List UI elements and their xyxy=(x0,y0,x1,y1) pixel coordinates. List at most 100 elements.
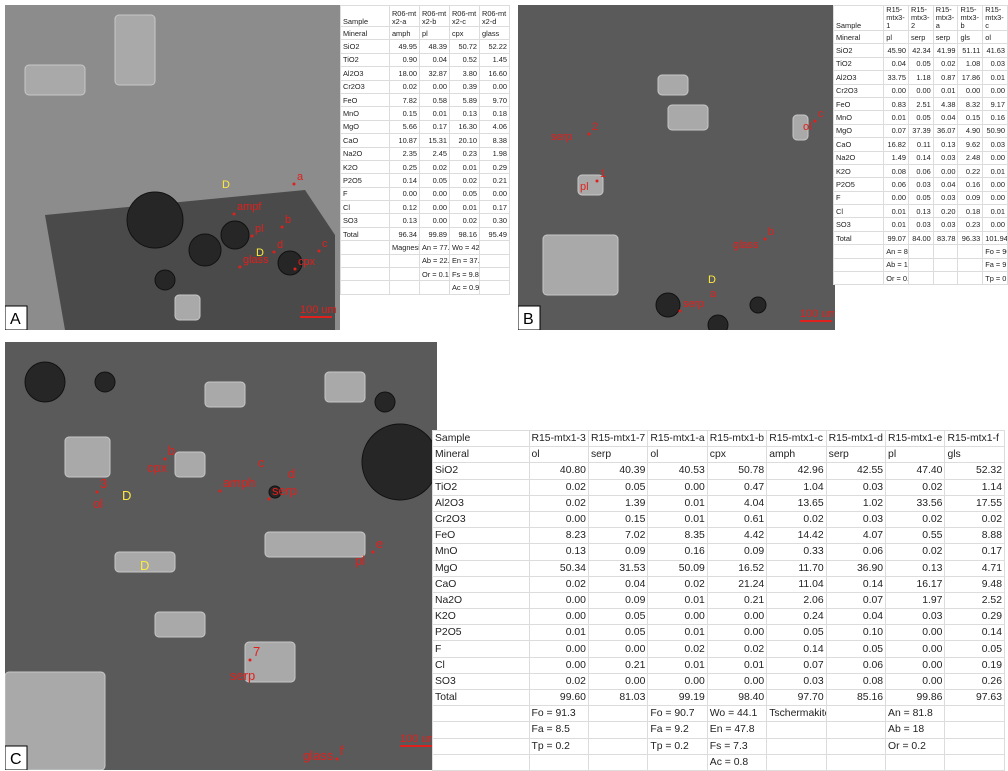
table-cell: 0.01 xyxy=(419,107,449,120)
panel-letter: C xyxy=(10,751,22,768)
table-cell: CaO xyxy=(433,576,530,592)
table-cell: 99.89 xyxy=(419,227,449,240)
table-cell: 0.18 xyxy=(958,205,983,218)
table-cell: 0.00 xyxy=(884,191,909,204)
table-cell: SiO2 xyxy=(433,463,530,479)
table-cell: 0.01 xyxy=(884,111,909,124)
table-cell: Mineral xyxy=(341,27,390,40)
table-cell: 0.22 xyxy=(958,164,983,177)
table-row: Total99.6081.0399.1998.4097.7085.1699.86… xyxy=(433,690,1005,706)
image-label: serp xyxy=(683,298,704,310)
table-cell: 0.02 xyxy=(648,576,707,592)
table-cell: 7.82 xyxy=(389,93,419,106)
data-table: SampleR06-mtx2-aR06-mtx2-bR06-mtx2-cR06-… xyxy=(340,5,510,295)
table-cell: Total xyxy=(433,690,530,706)
table-cell xyxy=(933,272,958,285)
table-cell: 17.86 xyxy=(958,71,983,84)
table-cell: 0.00 xyxy=(884,84,909,97)
spot-marker xyxy=(596,180,599,183)
spot-marker xyxy=(233,213,236,216)
table-cell: SO3 xyxy=(834,218,884,231)
table-cell: 16.30 xyxy=(449,120,479,133)
table-row: F0.000.000.050.00 xyxy=(341,187,510,200)
table-cell: SiO2 xyxy=(341,40,390,53)
table-cell: 0.07 xyxy=(884,124,909,137)
table-row: Cr2O30.000.150.010.610.020.030.020.02 xyxy=(433,511,1005,527)
table-cell: cpx xyxy=(449,27,479,40)
table-cell xyxy=(933,258,958,271)
table-cell: 0.13 xyxy=(529,544,588,560)
table-row: Na2O2.352.450.231.98 xyxy=(341,147,510,160)
table-cell xyxy=(958,272,983,285)
table-cell: 0.00 xyxy=(479,80,509,93)
table-cell xyxy=(389,268,419,281)
vesicle xyxy=(189,234,221,266)
crystal xyxy=(543,235,618,295)
table-cell: 0.14 xyxy=(908,151,933,164)
table-cell xyxy=(389,281,419,294)
table-cell: 8.35 xyxy=(648,528,707,544)
sem-image: cpxbol3DamphcserpdDpleserp7glassf100 umC xyxy=(5,342,437,770)
table-cell xyxy=(945,706,1005,722)
table-cell: An = 85.7 xyxy=(884,245,909,258)
spot-marker xyxy=(96,491,99,494)
image-label: d xyxy=(288,466,295,481)
table-cell: 0.05 xyxy=(588,479,647,495)
table-cell: An = 81.8 xyxy=(886,706,945,722)
image-label: c xyxy=(818,108,824,120)
table-cell: R06-mtx2-b xyxy=(419,6,449,27)
table-row: K2O0.080.060.000.220.01 xyxy=(834,164,1008,177)
table-cell: 0.09 xyxy=(588,544,647,560)
table-cell: Cl xyxy=(834,205,884,218)
table-cell: 18.00 xyxy=(389,67,419,80)
table-cell: 0.00 xyxy=(908,84,933,97)
table-cell: 9.48 xyxy=(945,576,1005,592)
table-cell: gls xyxy=(945,447,1005,463)
table-cell: CaO xyxy=(834,138,884,151)
table-cell: 0.02 xyxy=(648,641,707,657)
table-cell: 2.52 xyxy=(945,592,1005,608)
table-cell: Fo = 90.7 xyxy=(648,706,707,722)
table-row: K2O0.250.020.010.29 xyxy=(341,160,510,173)
table-cell: 41.63 xyxy=(983,44,1008,57)
table-cell: 0.23 xyxy=(958,218,983,231)
table-cell: pl xyxy=(419,27,449,40)
table-cell: Fa = 8.5 xyxy=(529,722,588,738)
table-cell: 0.33 xyxy=(767,544,826,560)
table-cell: 0.24 xyxy=(767,609,826,625)
table-cell: 52.22 xyxy=(479,40,509,53)
table-cell: 0.02 xyxy=(449,174,479,187)
table-row: Ab = 13.8Fa = 9.1 xyxy=(834,258,1008,271)
table-cell xyxy=(767,754,826,770)
table-cell: Cr2O3 xyxy=(834,84,884,97)
table-cell: 0.01 xyxy=(648,592,707,608)
table-cell: 0.13 xyxy=(389,214,419,227)
image-label: pl xyxy=(355,553,365,568)
table-cell: R15-mtx3-1 xyxy=(884,6,909,31)
image-label: ol xyxy=(93,496,103,511)
table-row: Or = 0.5Tp = 0.2 xyxy=(834,272,1008,285)
table-cell: 0.01 xyxy=(648,511,707,527)
table-cell: MgO xyxy=(433,560,530,576)
table-cell: Fs = 7.3 xyxy=(707,738,766,754)
table-cell: cpx xyxy=(707,447,766,463)
table-cell: 0.03 xyxy=(983,138,1008,151)
table-cell: 0.04 xyxy=(419,53,449,66)
table-cell xyxy=(908,272,933,285)
table-cell: 41.99 xyxy=(933,44,958,57)
table-cell: 16.52 xyxy=(707,560,766,576)
table-cell xyxy=(588,754,647,770)
table-cell: 32.87 xyxy=(419,67,449,80)
table-cell: 0.00 xyxy=(419,201,449,214)
table-cell xyxy=(479,268,509,281)
crystal xyxy=(115,15,155,85)
table-row: FeO7.820.585.899.70 xyxy=(341,93,510,106)
table-cell: 0.83 xyxy=(884,97,909,110)
table-row: FeO0.832.514.388.329.17 xyxy=(834,97,1008,110)
table-cell: R15-mtx1-3 xyxy=(529,431,588,447)
table-row: SampleR15-mtx3-1R15-mtx3-2R15-mtx3-aR15-… xyxy=(834,6,1008,31)
table-row: CaO10.8715.3120.108.38 xyxy=(341,134,510,147)
crystal xyxy=(265,532,365,557)
